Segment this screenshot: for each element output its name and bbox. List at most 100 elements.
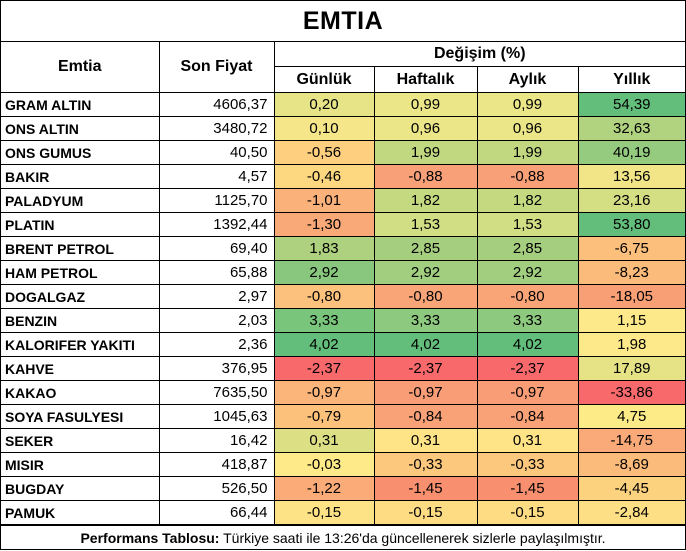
commodity-name: PAMUK <box>1 500 160 525</box>
last-price: 7635,50 <box>158 380 275 405</box>
header-yillik: Yıllık <box>577 66 686 93</box>
weekly-change: 1,99 <box>373 140 478 165</box>
header-row-top: Emtia Son Fiyat Değişim (%) <box>1 42 686 93</box>
daily-change: -0,03 <box>273 452 375 477</box>
yearly-change: -33,86 <box>577 380 686 405</box>
last-price: 2,97 <box>158 284 275 309</box>
weekly-change: -0,15 <box>373 500 478 525</box>
table-row: ONS GUMUS 40,50 -0,56 1,99 1,99 40,19 <box>1 140 686 165</box>
page-title: EMTIA <box>1 1 685 42</box>
table-row: BENZIN 2,03 3,33 3,33 3,33 1,15 <box>1 308 686 333</box>
footer-note: Performans Tablosu: Türkiye saati ile 13… <box>1 525 685 551</box>
yearly-change: 23,16 <box>577 188 686 213</box>
last-price: 16,42 <box>158 428 275 453</box>
last-price: 69,40 <box>158 236 275 261</box>
daily-change: 0,10 <box>273 116 375 141</box>
monthly-change: 0,96 <box>476 116 579 141</box>
commodity-name: SOYA FASULYESI <box>1 404 160 429</box>
monthly-change: -1,45 <box>476 476 579 501</box>
yearly-change: 32,63 <box>577 116 686 141</box>
monthly-change: 3,33 <box>476 308 579 333</box>
last-price: 3480,72 <box>158 116 275 141</box>
commodity-name: ONS ALTIN <box>1 116 160 141</box>
last-price: 376,95 <box>158 356 275 381</box>
weekly-change: 0,96 <box>373 116 478 141</box>
monthly-change: -2,37 <box>476 356 579 381</box>
commodity-name: MISIR <box>1 452 160 477</box>
commodity-name: KAHVE <box>1 356 160 381</box>
commodity-name: KALORIFER YAKITI <box>1 332 160 357</box>
last-price: 526,50 <box>158 476 275 501</box>
monthly-change: -0,97 <box>476 380 579 405</box>
header-haftalik: Haftalık <box>373 66 478 93</box>
footer-label: Performans Tablosu: <box>80 530 220 546</box>
weekly-change: -0,84 <box>373 404 478 429</box>
commodity-name: SEKER <box>1 428 160 453</box>
table-row: ONS ALTIN 3480,72 0,10 0,96 0,96 32,63 <box>1 116 686 141</box>
daily-change: -2,37 <box>273 356 375 381</box>
last-price: 40,50 <box>158 140 275 165</box>
commodity-name: BUGDAY <box>1 476 160 501</box>
table-row: BAKIR 4,57 -0,46 -0,88 -0,88 13,56 <box>1 164 686 189</box>
header-son-fiyat: Son Fiyat <box>158 42 275 93</box>
daily-change: -0,79 <box>273 404 375 429</box>
weekly-change: 1,53 <box>373 212 478 237</box>
commodity-name: ONS GUMUS <box>1 140 160 165</box>
weekly-change: -1,45 <box>373 476 478 501</box>
daily-change: 1,83 <box>273 236 375 261</box>
daily-change: -0,56 <box>273 140 375 165</box>
table-row: PALADYUM 1125,70 -1,01 1,82 1,82 23,16 <box>1 188 686 213</box>
yearly-change: 4,75 <box>577 404 686 429</box>
table-row: HAM PETROL 65,88 2,92 2,92 2,92 -8,23 <box>1 260 686 285</box>
last-price: 65,88 <box>158 260 275 285</box>
yearly-change: 1,98 <box>577 332 686 357</box>
monthly-change: -0,84 <box>476 404 579 429</box>
daily-change: 0,20 <box>273 92 375 117</box>
monthly-change: 2,92 <box>476 260 579 285</box>
yearly-change: -2,84 <box>577 500 686 525</box>
yearly-change: -8,23 <box>577 260 686 285</box>
last-price: 418,87 <box>158 452 275 477</box>
header-degisim: Değişim (%) <box>273 42 686 67</box>
table-row: KAKAO 7635,50 -0,97 -0,97 -0,97 -33,86 <box>1 380 686 405</box>
commodity-table: Emtia Son Fiyat Değişim (%) Günlük Hafta… <box>1 42 686 525</box>
weekly-change: 2,92 <box>373 260 478 285</box>
commodity-name: BENZIN <box>1 308 160 333</box>
last-price: 1125,70 <box>158 188 275 213</box>
header-aylik: Aylık <box>476 66 579 93</box>
commodity-name: KAKAO <box>1 380 160 405</box>
yearly-change: -18,05 <box>577 284 686 309</box>
last-price: 2,03 <box>158 308 275 333</box>
table-row: KAHVE 376,95 -2,37 -2,37 -2,37 17,89 <box>1 356 686 381</box>
yearly-change: 13,56 <box>577 164 686 189</box>
commodity-name: HAM PETROL <box>1 260 160 285</box>
footer-text: Türkiye saati ile 13:26'da güncellenerek… <box>219 530 606 546</box>
weekly-change: -0,33 <box>373 452 478 477</box>
table-row: SEKER 16,42 0,31 0,31 0,31 -14,75 <box>1 428 686 453</box>
yearly-change: 53,80 <box>577 212 686 237</box>
weekly-change: -0,80 <box>373 284 478 309</box>
table-row: BUGDAY 526,50 -1,22 -1,45 -1,45 -4,45 <box>1 476 686 501</box>
commodity-name: BRENT PETROL <box>1 236 160 261</box>
table-body: GRAM ALTIN 4606,37 0,20 0,99 0,99 54,39 ONS AL… <box>1 92 686 525</box>
monthly-change: -0,33 <box>476 452 579 477</box>
header-gunluk: Günlük <box>274 66 375 93</box>
daily-change: 3,33 <box>273 308 375 333</box>
monthly-change: -0,88 <box>476 164 579 189</box>
yearly-change: 40,19 <box>577 140 686 165</box>
monthly-change: 0,99 <box>476 92 579 117</box>
table-row: MISIR 418,87 -0,03 -0,33 -0,33 -8,69 <box>1 452 686 477</box>
weekly-change: 1,82 <box>373 188 478 213</box>
weekly-change: 4,02 <box>373 332 478 357</box>
table-row: BRENT PETROL 69,40 1,83 2,85 2,85 -6,75 <box>1 236 686 261</box>
monthly-change: 2,85 <box>476 236 579 261</box>
last-price: 4606,37 <box>158 92 275 117</box>
table-row: PLATIN 1392,44 -1,30 1,53 1,53 53,80 <box>1 212 686 237</box>
weekly-change: 2,85 <box>373 236 478 261</box>
weekly-change: 3,33 <box>373 308 478 333</box>
yearly-change: -8,69 <box>577 452 686 477</box>
daily-change: -1,30 <box>273 212 375 237</box>
yearly-change: 1,15 <box>577 308 686 333</box>
yearly-change: -6,75 <box>577 236 686 261</box>
daily-change: -0,97 <box>273 380 375 405</box>
